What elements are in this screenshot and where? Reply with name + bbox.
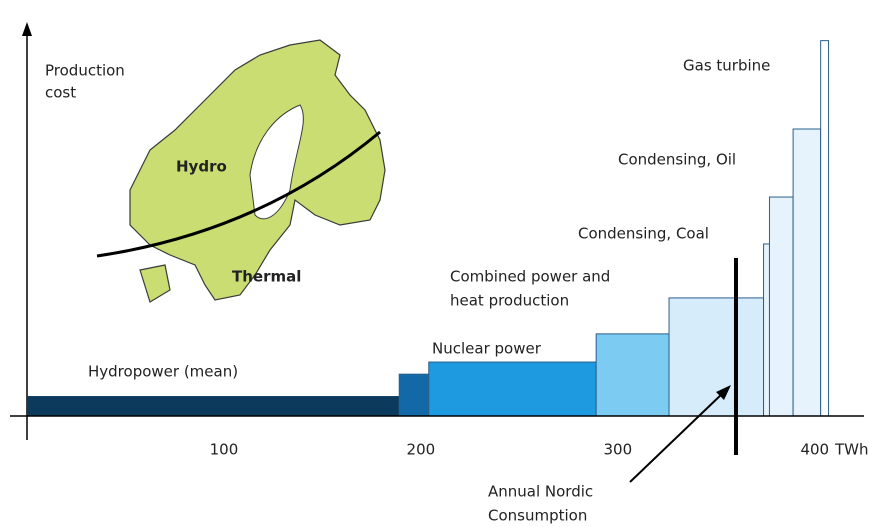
annotation: Gas turbine [683,57,770,75]
bar [763,243,770,417]
divide-arc [96,130,381,258]
bar [398,373,430,417]
map-label: Thermal [232,268,301,286]
map-label: Hydro [176,158,227,176]
bar [820,40,830,417]
x-tick-label: 400 [800,441,829,459]
annotation: heat production [450,292,569,310]
bar [27,396,400,416]
annotation: Hydropower (mean) [88,363,238,381]
x-tick-label: 100 [210,441,239,459]
y-axis-arrow [22,22,32,36]
consumption-label: Annual Nordic [488,483,593,501]
annotation: Nuclear power [432,340,542,358]
x-tick-label: 200 [407,441,436,459]
bar [428,361,597,417]
arrow-head [716,385,731,400]
annotation: Combined power and [450,268,610,286]
annotation: Condensing, Coal [578,225,709,243]
x-axis-label: TWh [834,441,869,459]
bar [768,196,794,417]
x-tick-label: 300 [604,441,633,459]
y-axis-label: Production [45,62,125,80]
map [96,39,386,303]
bar [792,128,822,417]
annotation: Condensing, Oil [618,151,736,169]
consumption-arrow [629,391,725,483]
bar [595,333,670,417]
y-axis-label: cost [45,84,76,102]
consumption-label: Consumption [488,507,587,525]
denmark [139,264,171,303]
gulf [249,104,304,220]
